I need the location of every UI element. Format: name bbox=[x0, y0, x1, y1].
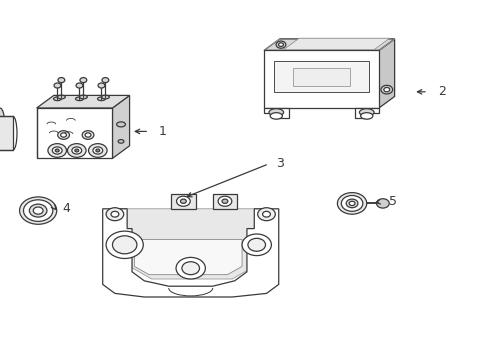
Circle shape bbox=[257, 208, 275, 221]
Circle shape bbox=[182, 262, 199, 275]
Circle shape bbox=[222, 199, 227, 203]
Ellipse shape bbox=[80, 95, 87, 99]
Ellipse shape bbox=[98, 97, 105, 100]
Circle shape bbox=[102, 77, 109, 82]
Text: 5: 5 bbox=[388, 195, 396, 208]
Polygon shape bbox=[264, 39, 394, 50]
Circle shape bbox=[52, 147, 62, 154]
Circle shape bbox=[80, 77, 87, 82]
Polygon shape bbox=[212, 194, 237, 209]
Circle shape bbox=[96, 149, 100, 152]
Circle shape bbox=[106, 208, 123, 221]
Circle shape bbox=[262, 211, 270, 217]
Circle shape bbox=[75, 149, 79, 152]
Circle shape bbox=[29, 204, 47, 217]
Polygon shape bbox=[117, 209, 266, 279]
Circle shape bbox=[55, 149, 59, 152]
Circle shape bbox=[98, 83, 105, 88]
Circle shape bbox=[383, 87, 389, 92]
Circle shape bbox=[278, 43, 283, 46]
Polygon shape bbox=[354, 108, 378, 118]
Circle shape bbox=[247, 238, 265, 251]
Circle shape bbox=[33, 207, 43, 214]
Circle shape bbox=[180, 199, 186, 203]
Circle shape bbox=[176, 257, 205, 279]
Polygon shape bbox=[134, 239, 242, 275]
Circle shape bbox=[348, 201, 354, 206]
Ellipse shape bbox=[118, 140, 124, 143]
Circle shape bbox=[276, 41, 285, 48]
Ellipse shape bbox=[268, 109, 283, 116]
Circle shape bbox=[176, 196, 190, 206]
Ellipse shape bbox=[76, 97, 83, 100]
Text: 1: 1 bbox=[159, 125, 166, 138]
Polygon shape bbox=[37, 95, 129, 108]
Polygon shape bbox=[264, 108, 288, 118]
Circle shape bbox=[58, 77, 64, 82]
Circle shape bbox=[20, 197, 57, 224]
Polygon shape bbox=[171, 194, 195, 209]
Text: 3: 3 bbox=[276, 157, 284, 170]
Circle shape bbox=[54, 83, 61, 88]
Ellipse shape bbox=[360, 113, 372, 119]
Ellipse shape bbox=[359, 109, 373, 116]
Ellipse shape bbox=[27, 203, 49, 219]
Ellipse shape bbox=[117, 122, 125, 127]
Circle shape bbox=[48, 144, 66, 157]
Circle shape bbox=[23, 200, 53, 221]
Text: 4: 4 bbox=[62, 202, 70, 215]
Polygon shape bbox=[0, 116, 13, 150]
Circle shape bbox=[380, 85, 392, 94]
Circle shape bbox=[67, 144, 86, 157]
Circle shape bbox=[242, 234, 271, 256]
Circle shape bbox=[85, 133, 91, 137]
Circle shape bbox=[82, 131, 94, 139]
Bar bbox=[273, 61, 368, 92]
Circle shape bbox=[58, 131, 69, 139]
Text: 2: 2 bbox=[437, 85, 445, 98]
Circle shape bbox=[93, 147, 102, 154]
Circle shape bbox=[72, 147, 81, 154]
Circle shape bbox=[346, 199, 357, 208]
Ellipse shape bbox=[269, 113, 282, 119]
Ellipse shape bbox=[101, 95, 109, 99]
Circle shape bbox=[112, 236, 137, 254]
Polygon shape bbox=[378, 39, 394, 108]
Polygon shape bbox=[264, 50, 378, 108]
Polygon shape bbox=[283, 38, 389, 50]
Ellipse shape bbox=[54, 97, 61, 100]
Ellipse shape bbox=[0, 108, 5, 146]
Circle shape bbox=[218, 196, 231, 206]
Circle shape bbox=[341, 195, 362, 211]
Circle shape bbox=[111, 211, 119, 217]
Polygon shape bbox=[112, 95, 129, 158]
Circle shape bbox=[376, 199, 388, 208]
Circle shape bbox=[61, 133, 66, 137]
Circle shape bbox=[337, 193, 366, 214]
Circle shape bbox=[106, 231, 143, 258]
Circle shape bbox=[88, 144, 107, 157]
Ellipse shape bbox=[58, 95, 65, 99]
Circle shape bbox=[76, 83, 83, 88]
Polygon shape bbox=[102, 209, 278, 297]
Polygon shape bbox=[37, 108, 112, 158]
Bar bbox=[293, 68, 349, 86]
